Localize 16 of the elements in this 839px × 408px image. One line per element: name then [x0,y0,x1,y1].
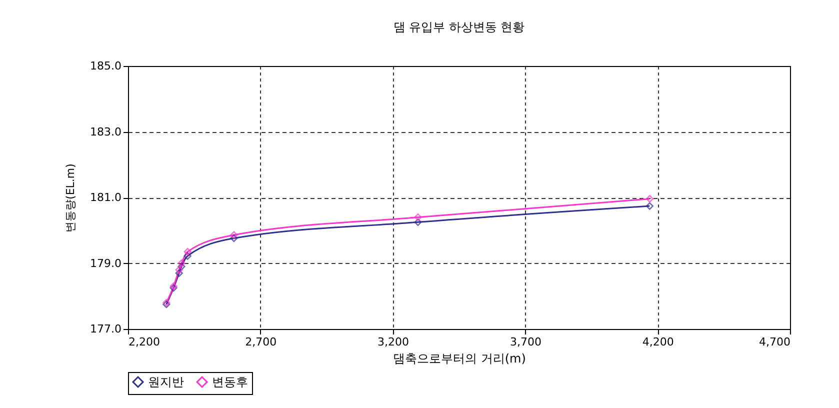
x-tick-label: 4,700 [759,336,790,348]
y-axis-title: 변동량(EL.m) [64,164,78,232]
legend-label: 변동후 [212,375,248,389]
y-tick-label: 183.0 [90,125,122,138]
y-tick-label: 179.0 [90,256,122,270]
x-axis-title: 댐축으로부터의 거리(m) [393,352,526,366]
x-tick-label: 4,200 [642,336,674,348]
x-tick-label: 2,200 [128,336,160,348]
x-tick-label: 3,700 [510,336,542,348]
chart-title: 댐 유입부 하상변동 현황 [393,20,525,34]
legend-label: 원지반 [148,375,184,389]
x-tick-label: 2,700 [245,336,277,348]
y-tick-label: 177.0 [90,322,122,336]
y-tick-label: 185.0 [90,60,122,72]
y-tick-label: 181.0 [90,191,122,204]
x-tick-label: 3,200 [378,336,410,348]
